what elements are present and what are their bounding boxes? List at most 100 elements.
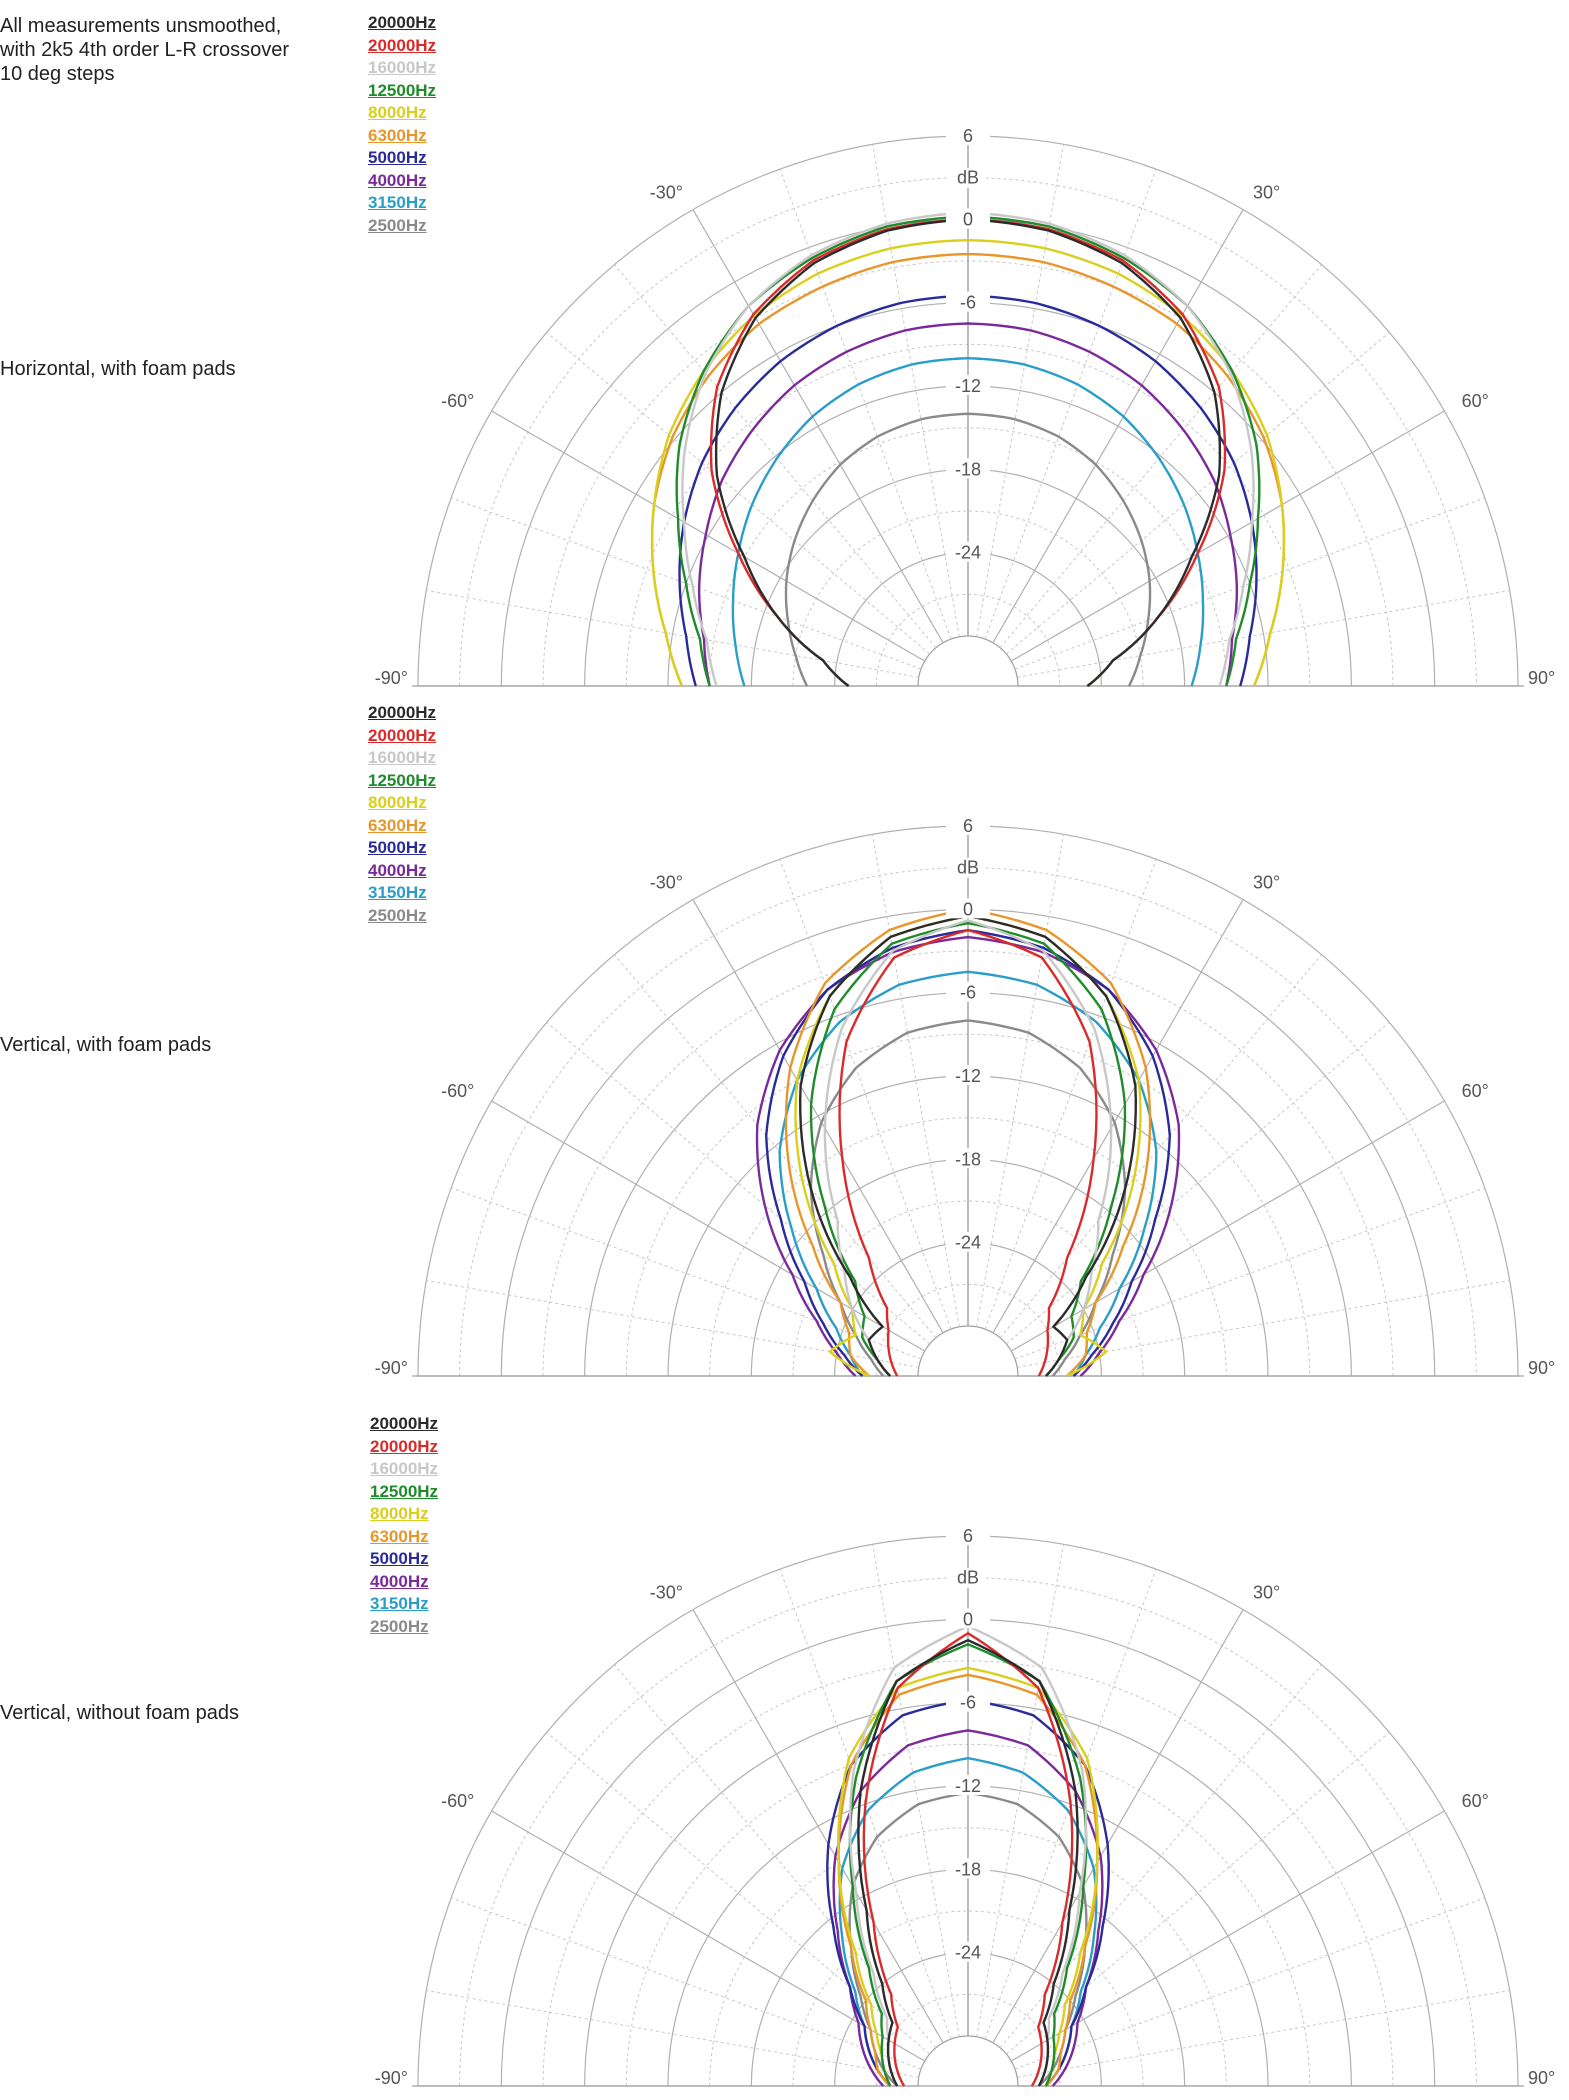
angle-tick-label: -90° — [375, 2068, 408, 2088]
grid-spoke — [1011, 1100, 1445, 1352]
grid-spoke — [491, 1100, 925, 1352]
radial-tick-label: -18 — [955, 459, 981, 479]
grid-spoke — [999, 954, 1322, 1339]
radial-tick-label: 6 — [963, 816, 973, 836]
tick-label-backing — [946, 898, 990, 919]
grid-spoke — [1011, 1810, 1445, 2062]
radial-tick-label: 0 — [963, 899, 973, 919]
tick-label-backing — [946, 208, 990, 229]
notes-line-3: 10 deg steps — [0, 63, 115, 85]
angle-tick-label: 60° — [1462, 1081, 1489, 1101]
angle-tick-label: -90° — [375, 1358, 408, 1378]
legend-entry: 6300Hz — [370, 1526, 429, 1546]
legend-entry: 2500Hz — [368, 905, 427, 925]
legend-entry: 4000Hz — [370, 1571, 429, 1591]
grid-spoke — [614, 954, 937, 1339]
angle-tick-label: 30° — [1253, 1582, 1280, 1602]
legend-entry: 6300Hz — [368, 125, 427, 145]
polar-chart-vertical-with-pads: 6 0 -6 -12 -18 -24 dB -90° -60° -30° 30° 60° 90° — [375, 815, 1555, 1378]
grid-spoke — [779, 168, 952, 640]
radial-tick-label: 6 — [963, 126, 973, 146]
radial-tick-label: 0 — [963, 1609, 973, 1629]
grid-spoke — [1017, 590, 1510, 678]
grid-ring — [792, 510, 1144, 687]
radial-tick-label: -18 — [955, 1149, 981, 1169]
tick-label-backing — [946, 291, 990, 312]
tick-label-backing — [946, 815, 990, 835]
radial-tick-label: 6 — [963, 1526, 973, 1546]
grid-spoke — [692, 209, 944, 643]
polar-chart-horizontal-with-pads: 6 0 -6 -12 -18 -24 dB -90° -60° -30° 30° 60° 90° — [375, 125, 1555, 688]
angle-tick-label: 90° — [1528, 1358, 1555, 1378]
grid-spoke — [992, 1609, 1244, 2043]
notes-line-2: with 2k5 4th order L-R crossover — [0, 39, 290, 61]
radial-tick-label: -18 — [955, 1859, 981, 1879]
grid-ring — [709, 1828, 1227, 2087]
legend-entry: 16000Hz — [368, 58, 437, 77]
series-line — [862, 1632, 1074, 2087]
section-label-vertical-with-pads: Vertical, with foam pads — [0, 1034, 212, 1056]
legend-entry: 5000Hz — [370, 1549, 429, 1568]
tick-label-backing — [946, 125, 990, 145]
tick-label-backing — [946, 1941, 990, 1962]
series-line — [832, 1729, 1104, 2087]
grid-ring — [875, 1993, 1061, 2087]
tick-label-backing — [946, 375, 990, 395]
polar-chart-vertical-without-pads: 6 0 -6 -12 -18 -24 dB -90° -60° -30° 30° 60° 90° — [375, 1525, 1555, 2088]
legend: 20000Hz 20000Hz 16000Hz 12500Hz 8000Hz 6300Hz… — [368, 702, 436, 927]
grid-spoke — [426, 590, 919, 678]
legend-entry: 20000Hz — [368, 703, 437, 722]
grid-ring — [792, 1200, 1144, 1377]
grid-ring — [792, 1910, 1144, 2087]
legend-entry: 16000Hz — [368, 748, 437, 767]
measurement-notes: All measurements unsmoothed, with 2k5 4t… — [0, 14, 289, 86]
grid-spoke — [1005, 1022, 1390, 1345]
angle-tick-label: -30° — [650, 1582, 683, 1602]
radial-tick-label: -24 — [955, 1233, 981, 1253]
legend-entry: 20000Hz — [370, 1436, 439, 1456]
grid-ring — [875, 593, 1061, 687]
legend-entry: 5000Hz — [368, 148, 427, 167]
series-line — [697, 322, 1239, 687]
legend-entry: 16000Hz — [370, 1459, 439, 1478]
section-label-horizontal-with-pads: Horizontal, with foam pads — [0, 358, 236, 380]
grid-spoke — [692, 899, 944, 1333]
tick-label-backing — [946, 1691, 990, 1712]
grid-hub — [917, 635, 1019, 687]
grid-spoke — [426, 1280, 919, 1368]
grid-spoke — [779, 858, 952, 1330]
legend-entry: 6300Hz — [368, 815, 427, 835]
grid-spoke — [546, 1732, 931, 2055]
series-line — [650, 239, 1286, 687]
grid-spoke — [692, 1609, 944, 2043]
tick-label-backing — [946, 1608, 990, 1629]
radial-tick-label: -12 — [955, 1776, 981, 1796]
legend: 20000Hz 20000Hz 16000Hz 12500Hz 8000Hz 6300Hz… — [368, 12, 436, 237]
grid-spoke — [450, 1897, 922, 2070]
grid-spoke — [450, 497, 922, 670]
unit-label-backing — [950, 857, 986, 878]
tick-label-backing — [946, 458, 990, 479]
radial-tick-label: 0 — [963, 209, 973, 229]
legend-entry: 12500Hz — [368, 770, 437, 790]
unit-label: dB — [957, 858, 979, 878]
legend-entry: 8000Hz — [368, 793, 427, 812]
tick-label-backing — [946, 1065, 990, 1085]
angle-tick-label: -60° — [441, 391, 474, 411]
grid-ring — [709, 1118, 1227, 1377]
series-line — [837, 1673, 1099, 2087]
legend-entry: 3150Hz — [368, 883, 427, 902]
unit-label: dB — [957, 168, 979, 188]
legend-entry: 20000Hz — [368, 13, 437, 32]
angle-tick-label: 30° — [1253, 872, 1280, 892]
legend-entry: 8000Hz — [368, 103, 427, 122]
grid-hub — [917, 2035, 1019, 2087]
grid-ring — [709, 428, 1227, 687]
grid-spoke — [984, 168, 1157, 640]
radial-tick-label: -6 — [960, 1693, 976, 1713]
angle-tick-label: 90° — [1528, 2068, 1555, 2088]
section-label-vertical-without-pads: Vertical, without foam pads — [0, 1702, 240, 1724]
legend: 20000Hz 20000Hz 16000Hz 12500Hz 8000Hz 6300Hz… — [370, 1413, 438, 1638]
legend-entry: 20000Hz — [368, 725, 437, 745]
grid-spoke — [992, 899, 1244, 1333]
